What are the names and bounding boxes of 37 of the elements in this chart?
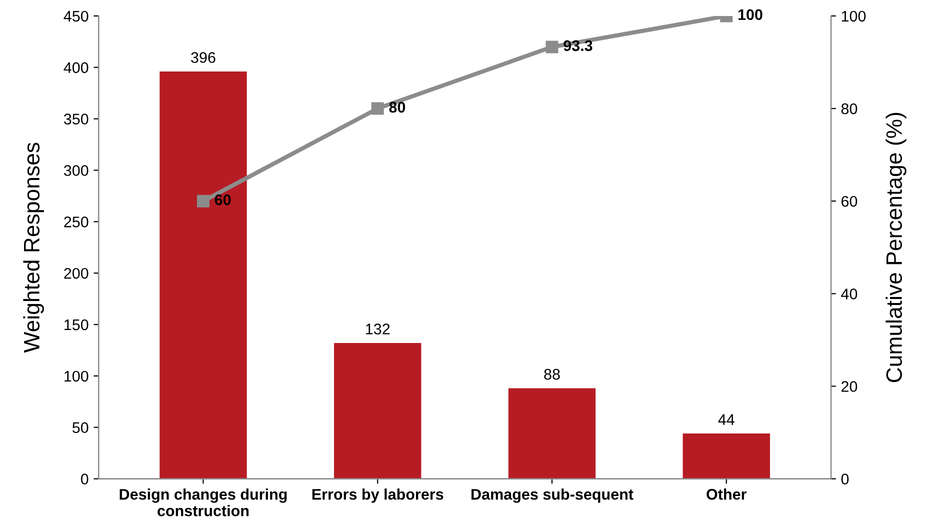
- y2-tick-label: 40: [841, 288, 858, 300]
- bar: [682, 434, 770, 479]
- point: [546, 40, 558, 54]
- data-label: 88: [544, 368, 560, 380]
- bar: [508, 388, 596, 479]
- bar: [334, 343, 422, 479]
- x-tick-label: Design changes during construction: [120, 488, 287, 516]
- point: [196, 194, 210, 208]
- y-tick-label: 200: [64, 268, 88, 279]
- y-tick-label: 300: [64, 165, 88, 176]
- point: [371, 102, 384, 115]
- y2-tick-label: 0: [841, 474, 849, 484]
- y-tick-label: 350: [64, 114, 88, 124]
- y-tick-label: 250: [64, 216, 88, 228]
- y-tick-label: 0: [80, 474, 88, 484]
- y2-tick-label: 20: [842, 381, 858, 392]
- data-label: 100: [738, 9, 762, 20]
- y-tick-label: 100: [64, 370, 88, 382]
- y-tick-label: 400: [64, 62, 88, 74]
- data-label: 44: [718, 414, 734, 425]
- y2-tick-label: 80: [841, 103, 858, 114]
- y-tick-label: 450: [64, 10, 88, 22]
- y-tick-label: 150: [64, 319, 88, 330]
- y2-axis-title: Cumulative Percentage (%): [886, 112, 906, 382]
- data-label: 132: [366, 324, 390, 334]
- data-label: 396: [191, 52, 216, 63]
- data-label: 93.3: [564, 40, 592, 52]
- data-label: 80: [389, 102, 406, 113]
- x-tick-label: Damages sub-sequent: [472, 488, 634, 503]
- y2-tick-label: 100: [842, 10, 866, 22]
- bar: [160, 72, 247, 479]
- y-axis-title: Weighted Responses: [23, 142, 44, 353]
- y-tick-label: 50: [72, 422, 88, 434]
- y2-tick-label: 60: [842, 196, 858, 207]
- x-tick-label: Errors by laborers: [312, 488, 444, 503]
- data-label: 60: [214, 194, 231, 206]
- x-tick-label: Other: [706, 488, 747, 500]
